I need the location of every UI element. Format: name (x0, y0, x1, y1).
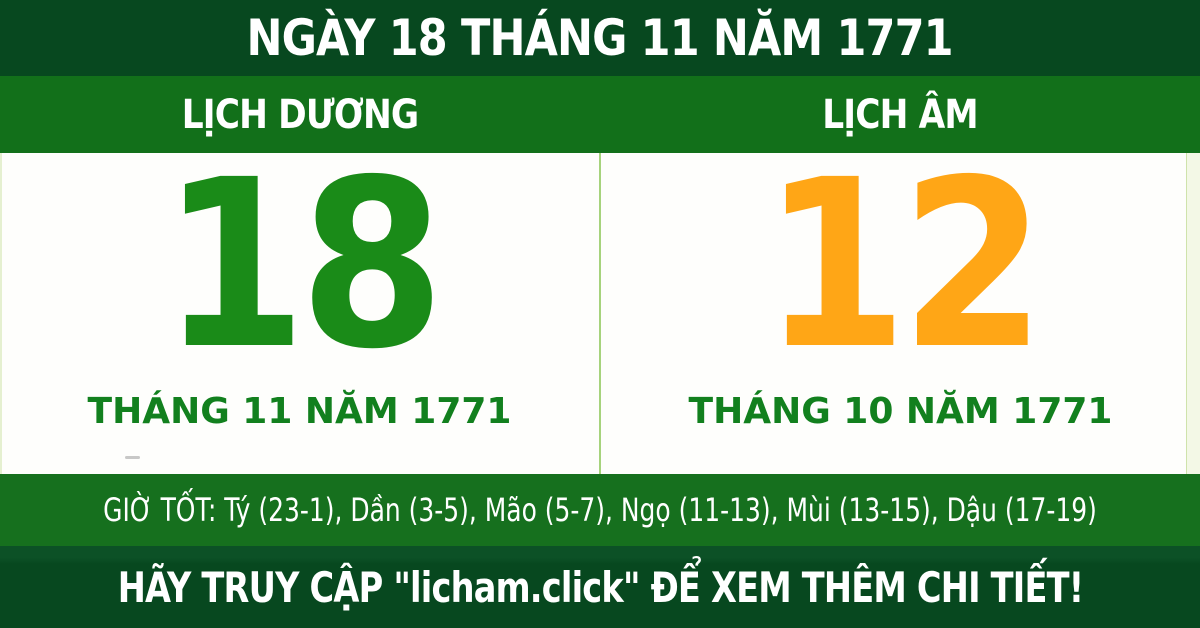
solar-panel: 18 THÁNG 11 NĂM 1771 (0, 149, 599, 474)
footer-message: HÃY TRUY CẬP "licham.click" ĐỂ XEM THÊM … (117, 562, 1083, 612)
footer-bar: HÃY TRUY CẬP "licham.click" ĐỂ XEM THÊM … (0, 546, 1200, 628)
calendar-panels: 18 THÁNG 11 NĂM 1771 12 THÁNG 10 NĂM 177… (0, 149, 1200, 474)
right-edge-strip (1186, 153, 1200, 474)
lunar-month-year: THÁNG 10 NĂM 1771 (688, 391, 1113, 432)
good-hours-bar: GIỜ TỐT: Tý (23-1), Dần (3-5), Mão (5-7)… (0, 474, 1200, 546)
lunar-panel: 12 THÁNG 10 NĂM 1771 (601, 149, 1200, 474)
solar-calendar-label: LỊCH DƯƠNG (181, 91, 419, 138)
good-hours-text: GIỜ TỐT: Tý (23-1), Dần (3-5), Mão (5-7)… (103, 491, 1097, 529)
calendar-type-band: LỊCH DƯƠNG LỊCH ÂM (0, 76, 1200, 153)
solar-day-number: 18 (161, 130, 444, 400)
lunar-day-number: 12 (762, 130, 1045, 400)
date-header: NGÀY 18 THÁNG 11 NĂM 1771 (0, 0, 1200, 76)
left-edge-strip (0, 153, 2, 474)
panel-divider (599, 153, 601, 474)
smudge-mark (125, 456, 140, 459)
solar-month-year: THÁNG 11 NĂM 1771 (87, 391, 512, 432)
page-title: NGÀY 18 THÁNG 11 NĂM 1771 (246, 9, 954, 67)
lunar-calendar-label: LỊCH ÂM (822, 91, 978, 138)
